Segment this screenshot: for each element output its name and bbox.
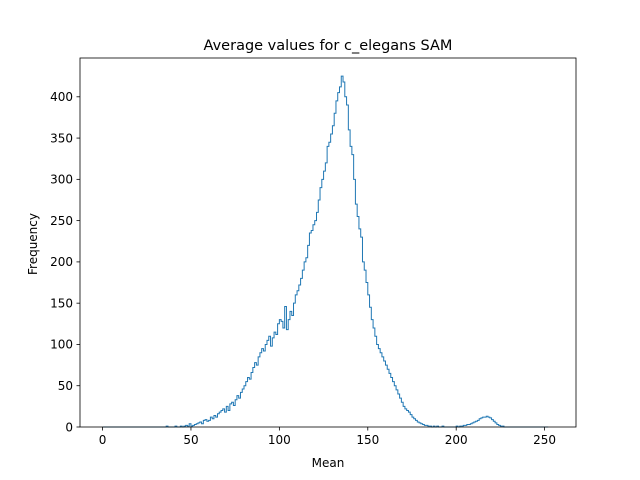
x-axis-ticks: 0 50 100 150 200 250	[99, 427, 556, 447]
chart-title: Average values for c_elegans SAM	[204, 38, 453, 54]
axes-frame	[79, 57, 577, 428]
x-tick-label: 150	[356, 433, 379, 447]
y-tick-label: 350	[50, 131, 73, 145]
y-tick-label: 300	[50, 173, 73, 187]
y-tick-label: 100	[50, 338, 73, 352]
y-tick-label: 250	[50, 214, 73, 228]
x-tick-label: 50	[183, 433, 198, 447]
x-tick-label: 250	[533, 433, 556, 447]
y-tick-label: 0	[65, 420, 73, 434]
x-tick-label: 100	[268, 433, 291, 447]
x-axis-label: Mean	[312, 456, 345, 470]
y-tick-label: 150	[50, 296, 73, 310]
y-axis-ticks: 0 50 100 150 200 250 300 350 400	[50, 90, 80, 434]
y-tick-label: 50	[58, 379, 73, 393]
plot-area	[79, 57, 577, 428]
x-tick-label: 0	[99, 433, 107, 447]
x-tick-label: 200	[445, 433, 468, 447]
y-tick-label: 400	[50, 90, 73, 104]
y-tick-label: 200	[50, 255, 73, 269]
y-axis-label: Frequency	[26, 213, 40, 275]
